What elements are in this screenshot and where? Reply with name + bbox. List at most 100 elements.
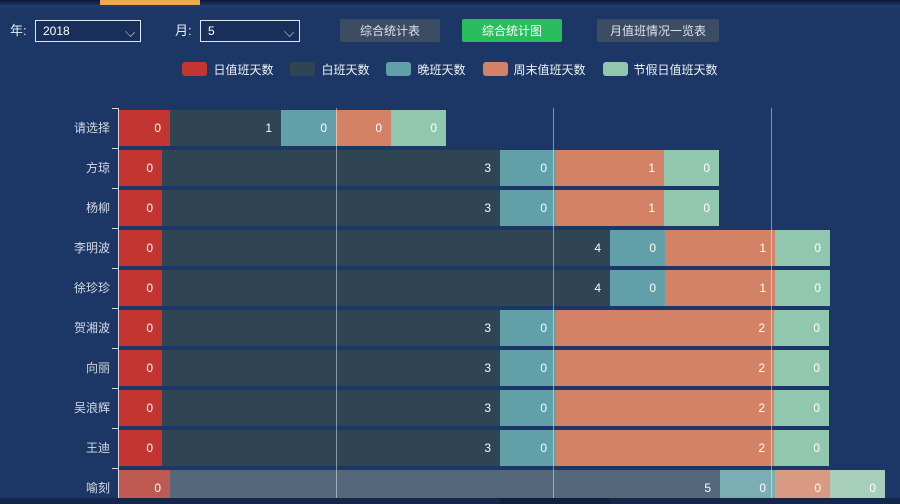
bar-segment[interactable]: 1 xyxy=(170,110,281,146)
bar-segment[interactable]: 0 xyxy=(500,310,556,346)
stacked-bar-chart: 请选择01000方琼03010杨柳03010李明波04010徐珍珍04010贺湘… xyxy=(0,0,900,504)
chart-row-bar: 04010 xyxy=(118,230,830,266)
bar-segment[interactable]: 2 xyxy=(556,350,774,386)
category-label: 王迪 xyxy=(0,428,110,468)
bar-segment[interactable]: 2 xyxy=(556,430,774,466)
bar-segment[interactable]: 0 xyxy=(500,150,556,186)
bar-value-label: 0 xyxy=(375,110,382,146)
bar-segment[interactable]: 4 xyxy=(162,270,610,306)
bar-value-label: 0 xyxy=(540,350,547,386)
bar-value-label: 1 xyxy=(648,190,655,226)
category-label: 杨柳 xyxy=(0,188,110,228)
bar-segment[interactable]: 0 xyxy=(775,230,830,266)
bottom-dark-patch xyxy=(500,498,610,504)
bar-value-label: 3 xyxy=(484,430,491,466)
chart-row-bar: 03010 xyxy=(118,190,719,226)
category-label: 请选择 xyxy=(0,108,110,148)
bar-value-label: 3 xyxy=(484,310,491,346)
bar-segment[interactable]: 1 xyxy=(556,190,664,226)
bar-value-label: 2 xyxy=(758,350,765,386)
axis-tick xyxy=(112,228,118,229)
bar-segment[interactable]: 0 xyxy=(775,270,830,306)
bar-segment[interactable]: 3 xyxy=(162,150,500,186)
duty-statistics-page: 年: 2018 月: 5 综合统计表 综合统计图 月值班情况一览表 日值班天数白… xyxy=(0,0,900,504)
bar-segment[interactable]: 0 xyxy=(118,350,162,386)
bar-value-label: 0 xyxy=(813,390,820,426)
bar-segment[interactable]: 3 xyxy=(162,310,500,346)
bar-value-label: 0 xyxy=(146,150,153,186)
bar-segment[interactable]: 0 xyxy=(774,350,829,386)
bar-segment[interactable]: 0 xyxy=(118,230,162,266)
bar-value-label: 0 xyxy=(814,230,821,266)
axis-tick xyxy=(112,268,118,269)
chart-row-bar: 03020 xyxy=(118,310,829,346)
bar-value-label: 3 xyxy=(484,390,491,426)
bar-segment[interactable]: 0 xyxy=(118,310,162,346)
bar-value-label: 0 xyxy=(814,270,821,306)
bar-value-label: 0 xyxy=(813,310,820,346)
bar-segment[interactable]: 0 xyxy=(610,270,665,306)
bar-value-label: 0 xyxy=(540,150,547,186)
bar-segment[interactable]: 1 xyxy=(665,270,775,306)
bar-segment[interactable]: 1 xyxy=(665,230,775,266)
bar-segment[interactable]: 0 xyxy=(281,110,336,146)
chart-row-bar: 0 3 0 2 0 xyxy=(118,390,829,426)
bar-segment[interactable]: 0 xyxy=(664,150,719,186)
bar-segment[interactable]: 0 xyxy=(118,270,162,306)
bar-value-label: 0 xyxy=(540,190,547,226)
bar-segment[interactable]: 0 xyxy=(774,390,829,426)
category-label: 方琼 xyxy=(0,148,110,188)
axis-tick xyxy=(112,388,118,389)
bar-value-label: 3 xyxy=(484,350,491,386)
bar-segment[interactable]: 3 xyxy=(162,430,500,466)
bar-segment[interactable]: 0 xyxy=(118,430,162,466)
bar-segment[interactable]: 3 xyxy=(162,390,500,426)
bar-value-label: 0 xyxy=(146,270,153,306)
bar-value-label: 0 xyxy=(813,430,820,466)
chart-row-bar: 03020 xyxy=(118,430,829,466)
axis-tick xyxy=(112,108,118,109)
bar-segment[interactable]: 0 xyxy=(500,190,556,226)
bar-value-label: 0 xyxy=(540,310,547,346)
bar-segment[interactable]: 0 xyxy=(664,190,719,226)
bar-value-label: 1 xyxy=(759,230,766,266)
axis-tick xyxy=(112,428,118,429)
bar-value-label: 0 xyxy=(540,390,547,426)
bar-value-label: 0 xyxy=(320,110,327,146)
bar-segment[interactable]: 0 xyxy=(500,430,556,466)
axis-tick xyxy=(112,468,118,469)
bar-segment[interactable]: 4 xyxy=(162,230,610,266)
axis-tick xyxy=(112,308,118,309)
category-label: 向丽 xyxy=(0,348,110,388)
bar-segment[interactable]: 0 xyxy=(391,110,446,146)
bar-segment[interactable]: 0 xyxy=(610,230,665,266)
bar-value-label: 0 xyxy=(649,230,656,266)
bar-segment[interactable]: 0 xyxy=(118,150,162,186)
category-label: 吴浪辉 xyxy=(0,388,110,428)
bar-value-label: 0 xyxy=(146,350,153,386)
chart-row-bar: 04010 xyxy=(118,270,830,306)
bar-segment[interactable]: 0 xyxy=(774,310,829,346)
bar-segment[interactable]: 0 xyxy=(500,350,556,386)
bar-segment[interactable]: 0 xyxy=(118,390,162,426)
bar-segment[interactable]: 0 xyxy=(118,110,170,146)
bar-value-label: 0 xyxy=(146,310,153,346)
bar-segment[interactable]: 3 xyxy=(162,350,500,386)
bar-value-label: 2 xyxy=(758,390,765,426)
bar-segment[interactable]: 0 xyxy=(500,390,556,426)
bar-segment[interactable]: 0 xyxy=(774,430,829,466)
bar-segment[interactable]: 3 xyxy=(162,190,500,226)
axis-tick xyxy=(112,188,118,189)
bar-value-label: 0 xyxy=(146,390,153,426)
bar-value-label: 3 xyxy=(484,150,491,186)
chart-row-bar: 03010 xyxy=(118,150,719,186)
bar-segment[interactable]: 2 xyxy=(556,390,774,426)
bar-value-label: 0 xyxy=(813,350,820,386)
bar-value-label: 0 xyxy=(146,430,153,466)
bar-segment[interactable]: 0 xyxy=(336,110,391,146)
axis-tick xyxy=(112,148,118,149)
bar-segment[interactable]: 1 xyxy=(556,150,664,186)
bar-segment[interactable]: 0 xyxy=(118,190,162,226)
bar-value-label: 0 xyxy=(703,190,710,226)
bar-segment[interactable]: 2 xyxy=(556,310,774,346)
